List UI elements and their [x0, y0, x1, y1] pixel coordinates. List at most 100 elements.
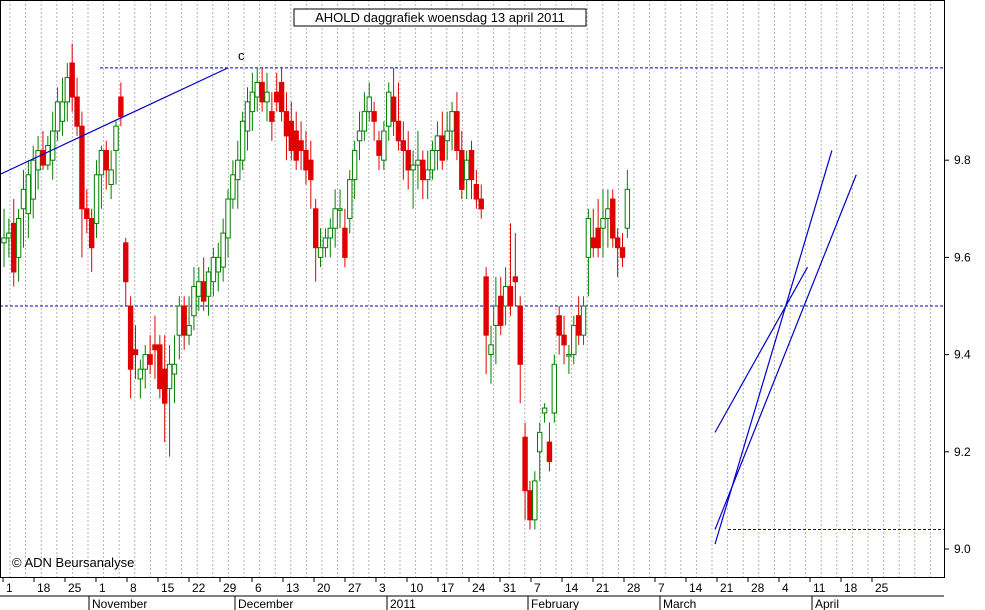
- candle-body: [327, 227, 333, 239]
- candle-body: [571, 324, 577, 356]
- x-tick-label: 31: [503, 581, 517, 595]
- candle-body: [303, 149, 309, 171]
- candle-body: [347, 179, 353, 220]
- candle-body: [259, 81, 265, 103]
- candle-body: [123, 242, 129, 283]
- candle-body: [196, 281, 202, 297]
- candle-body: [454, 111, 460, 151]
- y-tick-label: 9.8: [954, 153, 971, 167]
- candle-body: [6, 232, 12, 239]
- candle-body: [322, 237, 329, 249]
- candle-body: [376, 140, 382, 156]
- candle-body: [142, 354, 148, 370]
- candle-body: [488, 344, 494, 356]
- y-tick-label: 9.4: [954, 348, 971, 362]
- candle-body: [595, 227, 601, 249]
- x-tick-label: 20: [317, 581, 331, 595]
- candle-body: [400, 140, 407, 151]
- candle-body: [25, 174, 32, 215]
- month-label: March: [663, 597, 696, 610]
- candle-body: [50, 130, 56, 161]
- candle-body: [147, 354, 153, 365]
- candle-body: [88, 218, 95, 249]
- candle-body: [64, 77, 71, 103]
- x-tick-label: 29: [223, 581, 237, 595]
- month-label: 2011: [390, 597, 416, 610]
- candle-body: [585, 218, 592, 258]
- candle-body: [390, 96, 397, 122]
- candle-body: [298, 140, 304, 151]
- candle-body: [157, 344, 163, 390]
- candle-body: [225, 198, 231, 239]
- x-axis: 1 18 25 1 8 15 22 29 6 13 20 27 3 10 17 24 31 7 14 21 28 7 14 2…: [0, 577, 944, 610]
- candle-body: [40, 149, 46, 166]
- candle-body: [239, 120, 246, 161]
- candle-body: [619, 247, 626, 258]
- candle-body: [468, 149, 475, 181]
- candle-body: [54, 101, 61, 132]
- candle-body: [410, 164, 416, 171]
- candle-body: [59, 101, 66, 122]
- candle-body: [590, 237, 596, 249]
- candle-body: [532, 480, 538, 521]
- candle-body: [498, 295, 504, 326]
- x-tick-label: 14: [565, 581, 579, 595]
- candle-body: [162, 368, 168, 404]
- candle-body: [439, 135, 446, 161]
- candle-body: [1, 237, 7, 244]
- candle-body: [288, 120, 295, 151]
- candle-body: [342, 227, 348, 258]
- candle-body: [269, 111, 275, 122]
- candle-body: [244, 101, 251, 132]
- candle-body: [351, 149, 358, 181]
- trendline: [714, 150, 833, 545]
- candle-body: [84, 208, 90, 220]
- candle-body: [93, 174, 100, 224]
- trendline: [0, 67, 229, 176]
- chart-title: AHOLD daggrafiek woensdag 13 april 2011: [315, 10, 565, 25]
- candle-body: [249, 91, 256, 113]
- candle-body: [171, 363, 178, 375]
- candle-body: [20, 188, 27, 210]
- x-tick-label: 18: [844, 581, 858, 595]
- candle-body: [152, 344, 158, 351]
- candle-body: [230, 174, 236, 200]
- candle-body: [444, 130, 450, 142]
- candle-body: [220, 232, 226, 268]
- candle-body: [512, 276, 519, 283]
- y-axis: 9.0 9.2 9.4 9.6 9.8: [944, 153, 971, 556]
- x-tick-label: 28: [627, 581, 641, 595]
- candle-body: [127, 305, 134, 370]
- y-tick-label: 9.2: [954, 445, 971, 459]
- x-tick-label: 6: [255, 581, 262, 595]
- candle-body: [614, 237, 621, 249]
- candle-body: [132, 349, 139, 356]
- candle-body: [254, 81, 260, 98]
- candle-body: [551, 363, 558, 414]
- x-tick-label: 3: [379, 581, 386, 595]
- candle-body: [332, 208, 338, 229]
- candle-body: [395, 120, 402, 142]
- candle-body: [556, 315, 562, 336]
- candle-body: [415, 159, 421, 166]
- month-label: February: [531, 597, 579, 610]
- x-tick-label: 25: [875, 581, 889, 595]
- candle-body: [527, 490, 533, 521]
- x-tick-label: 28: [751, 581, 765, 595]
- x-tick-label: 21: [720, 581, 734, 595]
- reference-levels: [0, 67, 944, 531]
- x-tick-label: 1: [6, 581, 13, 595]
- candle-body: [546, 441, 553, 463]
- annotation-c: c: [238, 48, 245, 63]
- plot-frame: [0, 0, 945, 578]
- candle-body: [561, 334, 567, 346]
- candle-body: [69, 62, 75, 98]
- candle-body: [371, 111, 377, 122]
- candle-body: [35, 149, 41, 171]
- candle-body: [98, 149, 105, 176]
- candle-body: [361, 111, 368, 132]
- candle-body: [215, 256, 221, 273]
- candle-body: [580, 305, 587, 336]
- y-tick-label: 9.0: [954, 542, 971, 556]
